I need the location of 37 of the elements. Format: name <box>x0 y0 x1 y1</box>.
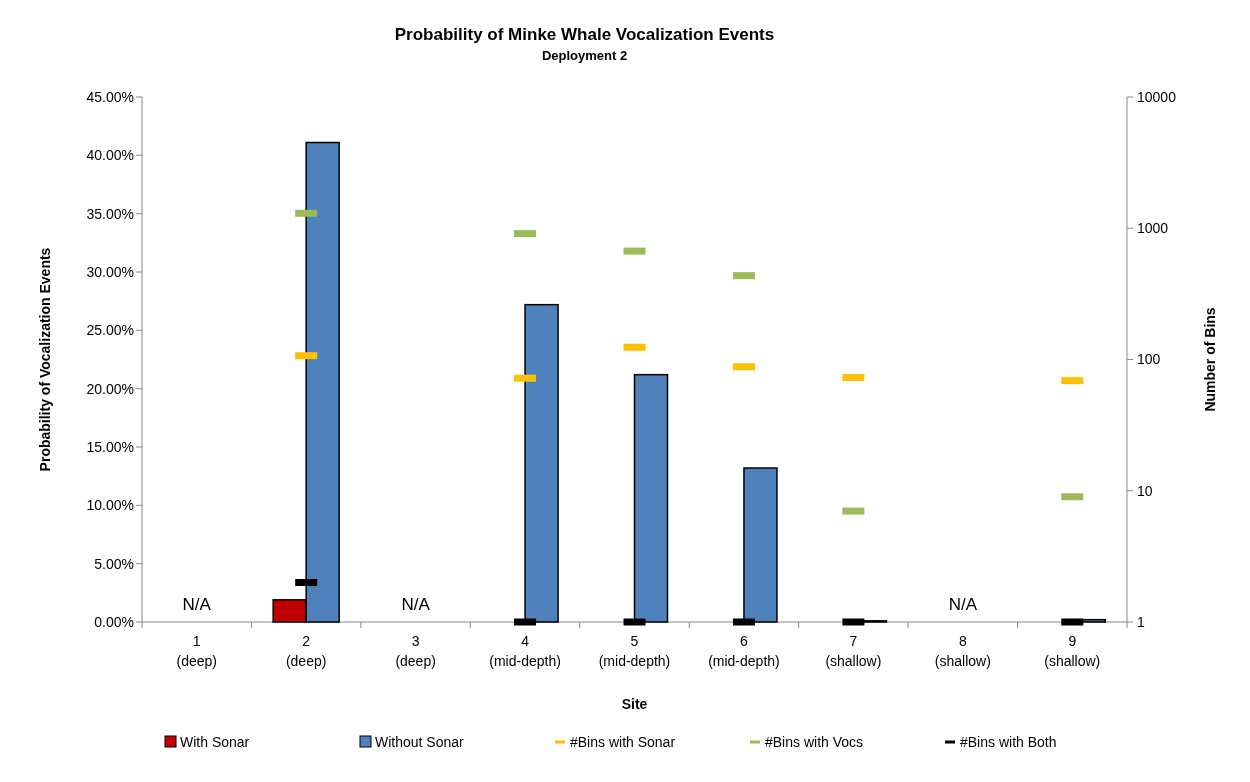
legend-label: #Bins with Sonar <box>570 733 676 750</box>
y-tick-label: 15.00% <box>86 438 134 455</box>
y-tick-label: 25.00% <box>86 322 134 339</box>
y-tick-label: 20.00% <box>86 380 134 397</box>
x-tick-label: 7 (shallow) <box>825 633 882 669</box>
x-axis-title: Site <box>621 696 648 712</box>
y2-tick-label: 1 <box>1137 613 1145 630</box>
x-tick-label: 4 (mid-depth) <box>489 633 561 669</box>
chart-title: Probability of Minke Whale Vocalization Events <box>394 25 775 44</box>
y-tick-label: 5.00% <box>94 555 134 572</box>
x-tick-label: 2 (deep) <box>285 633 327 669</box>
y-tick-label: 0.00% <box>94 613 134 630</box>
annotation: N/A <box>182 595 212 614</box>
x-tick-label: 9 (shallow) <box>1044 633 1101 669</box>
x-tick-label: 6 (mid-depth) <box>708 633 780 669</box>
annotation: N/A <box>401 595 431 614</box>
y-tick-label: 40.00% <box>86 147 134 164</box>
x-tick-label: 5 (mid-depth) <box>598 633 671 669</box>
y-tick-label: 35.00% <box>86 205 134 222</box>
y2-tick-label: 1000 <box>1137 220 1169 237</box>
legend-label: With Sonar <box>180 733 250 750</box>
y2-tick-label: 100 <box>1137 351 1161 368</box>
y-tick-label: 10.00% <box>86 497 134 514</box>
legend-label: #Bins with Both <box>960 733 1057 750</box>
annotation: N/A <box>948 595 978 614</box>
x-tick-label: 1 (deep) <box>176 633 217 669</box>
y2-tick-label: 10 <box>1137 482 1153 499</box>
y-tick-label: 30.00% <box>86 263 134 280</box>
x-tick-label: 8 (shallow) <box>934 633 991 669</box>
chart-subtitle: Deployment 2 <box>541 48 628 63</box>
y2-axis-title: Number of Bins <box>1202 307 1218 412</box>
x-tick-label: 3 (deep) <box>395 633 436 669</box>
y2-tick-label: 10000 <box>1137 88 1177 105</box>
y-axis-title: Probability of Vocalization Events <box>37 247 53 472</box>
y-tick-label: 45.00% <box>86 88 134 105</box>
legend-label: Without Sonar <box>375 733 465 750</box>
legend-label: #Bins with Vocs <box>765 733 864 750</box>
